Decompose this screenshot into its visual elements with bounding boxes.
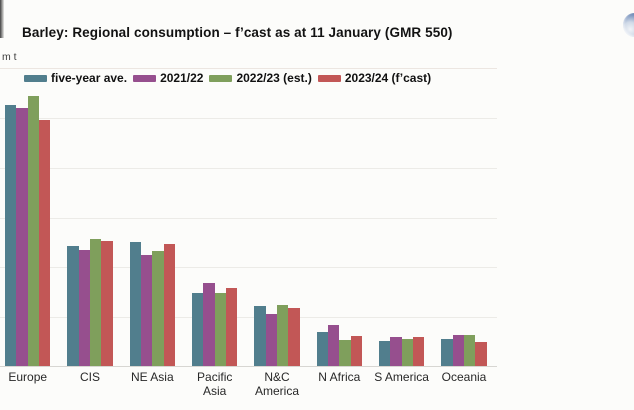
gridline: [0, 217, 497, 219]
bar-group-pacific-asia: [191, 282, 238, 366]
bar-group-n-c-america: [254, 304, 300, 366]
bar: [254, 305, 266, 366]
bar-group-oceania: [441, 334, 487, 366]
legend-swatch: [209, 74, 233, 82]
x-tick-label: NE Asia: [130, 370, 174, 384]
bar: [225, 288, 238, 366]
bar: [191, 292, 204, 366]
gridline: [0, 68, 497, 69]
x-tick-label: Oceania: [441, 370, 487, 384]
bar: [27, 96, 39, 366]
bar: [327, 325, 340, 366]
bar: [265, 314, 277, 366]
bar: [38, 119, 51, 366]
gridline: [0, 366, 497, 367]
legend-item: 2023/24 (f’cast): [317, 71, 432, 85]
x-tick-label: N&C America: [254, 370, 299, 398]
x-tick-label: CIS: [79, 370, 100, 384]
bar: [152, 251, 164, 366]
legend-label: five-year ave.: [51, 71, 128, 85]
bar: [203, 282, 215, 366]
x-tick-label: Europe: [8, 370, 48, 384]
bar: [288, 307, 300, 366]
bar: [214, 293, 226, 366]
legend-label: 2022/23 (est.): [236, 71, 312, 85]
bar: [378, 341, 391, 366]
bar: [89, 239, 102, 366]
legend-label: 2023/24 (f’cast): [344, 71, 432, 85]
legend-swatch: [317, 74, 341, 82]
bar: [412, 337, 425, 366]
bar: [16, 108, 28, 366]
bar: [475, 341, 487, 366]
x-axis-labels: Europe CIS NE Asia Pacific Asia N&C America N…: [0, 370, 634, 403]
gridline: [0, 117, 497, 119]
x-tick-label: N Africa: [318, 370, 361, 384]
chart-title: Barley: Regional consumption – f’cast as…: [22, 25, 453, 40]
gridline: [0, 317, 497, 319]
bar: [5, 105, 17, 366]
legend-swatch: [133, 74, 157, 82]
bar-group-europe: [5, 96, 51, 366]
gridline: [0, 167, 497, 169]
bar: [339, 340, 351, 366]
bar: [350, 335, 362, 366]
gridline: [0, 267, 497, 269]
bar: [140, 255, 153, 366]
bar: [452, 335, 464, 366]
legend-item: five-year ave.: [24, 71, 127, 85]
plot-area: five-year ave. 2021/22 2022/23 (est.) 2023/…: [0, 68, 497, 367]
bar: [390, 336, 402, 366]
bar: [316, 331, 328, 366]
bar-group-n-africa: [316, 325, 362, 366]
bar-group-ne-asia: [129, 241, 175, 366]
bar: [78, 249, 90, 366]
legend-item: 2021/22: [133, 71, 203, 85]
legend-item: 2022/23 (est.): [209, 71, 312, 85]
bar: [129, 241, 141, 366]
y-axis-unit-label: m t: [2, 51, 17, 63]
bar: [163, 243, 175, 366]
globe-icon: [623, 13, 634, 37]
bar: [401, 339, 413, 366]
bar: [67, 245, 79, 366]
video-frame-edge: [0, 0, 4, 38]
bar: [276, 304, 289, 366]
x-tick-label: S America: [374, 370, 429, 384]
bar-group-cis: [67, 239, 113, 366]
bar: [463, 334, 476, 366]
legend-swatch: [24, 74, 47, 82]
legend: five-year ave. 2021/22 2022/23 (est.) 2023/…: [24, 71, 431, 85]
legend-label: 2021/22: [160, 71, 204, 85]
x-tick-label: Pacific Asia: [197, 370, 233, 398]
bar-group-s-america: [378, 336, 425, 366]
bar: [441, 339, 453, 366]
bar: [101, 240, 113, 366]
